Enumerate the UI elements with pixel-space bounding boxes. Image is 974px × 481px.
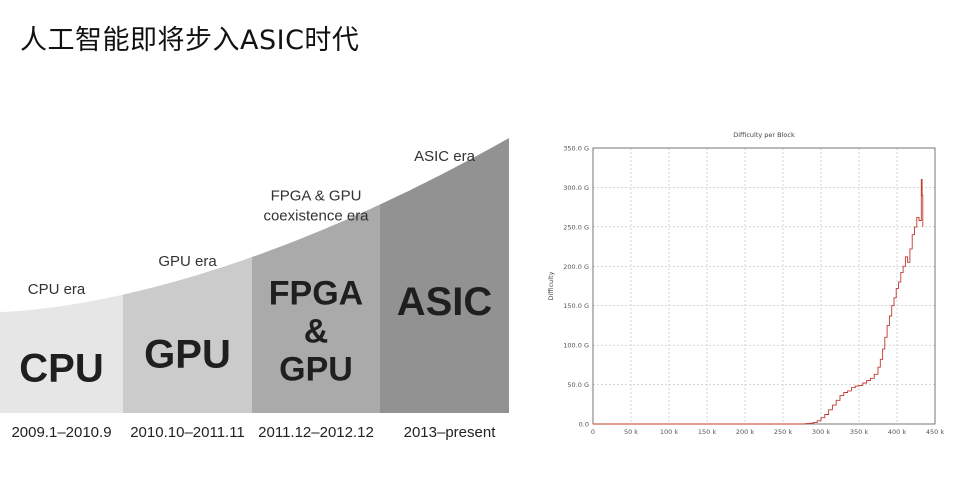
- era-name-label: ASIC era: [414, 148, 476, 165]
- y-axis-label: Difficulty: [547, 271, 555, 300]
- x-tick-label: 250 k: [774, 428, 792, 436]
- era-block-label: GPU: [279, 351, 353, 389]
- x-tick-label: 0: [591, 428, 595, 436]
- era-block-2: [252, 204, 380, 413]
- y-tick-label: 100.0 G: [563, 342, 589, 350]
- x-tick-label: 50 k: [624, 428, 638, 436]
- y-tick-label: 0.0: [579, 421, 589, 429]
- era-block-label: &: [304, 313, 329, 351]
- era-block-label: CPU: [19, 347, 103, 391]
- era-block-1: [123, 257, 252, 413]
- x-tick-label: 100 k: [660, 428, 678, 436]
- era-block-label: FPGA: [269, 275, 363, 313]
- era-name-label: coexistence era: [263, 208, 369, 225]
- y-tick-label: 150.0 G: [563, 302, 589, 310]
- plot-frame: [592, 147, 936, 425]
- difficulty-series-line: [593, 179, 924, 425]
- era-date-label: 2013–present: [404, 424, 497, 441]
- era-name-label: GPU era: [158, 253, 217, 270]
- y-tick-label: 350.0 G: [563, 145, 589, 153]
- chart-title: Difficulty per Block: [733, 131, 795, 139]
- x-tick-label: 450 k: [926, 428, 944, 436]
- era-date-label: 2010.10–2011.11: [130, 424, 245, 441]
- era-block-3: [380, 138, 509, 413]
- x-tick-label: 350 k: [850, 428, 868, 436]
- era-block-label: GPU: [144, 332, 231, 376]
- era-block-0: [0, 294, 123, 413]
- era-block-label: ASIC: [397, 280, 493, 324]
- era-date-label: 2009.1–2010.9: [11, 424, 111, 441]
- slide-title: 人工智能即将步入ASIC时代: [20, 25, 360, 56]
- era-name-label: CPU era: [28, 281, 86, 298]
- x-tick-label: 200 k: [736, 428, 754, 436]
- x-tick-label: 400 k: [888, 428, 906, 436]
- y-tick-label: 50.0 G: [567, 381, 589, 389]
- era-name-label: FPGA & GPU: [271, 188, 362, 205]
- x-tick-label: 300 k: [812, 428, 830, 436]
- era-date-label: 2011.12–2012.12: [258, 424, 374, 441]
- y-tick-label: 250.0 G: [563, 223, 589, 231]
- y-tick-label: 300.0 G: [563, 184, 589, 192]
- y-tick-label: 200.0 G: [563, 263, 589, 271]
- x-tick-label: 150 k: [698, 428, 716, 436]
